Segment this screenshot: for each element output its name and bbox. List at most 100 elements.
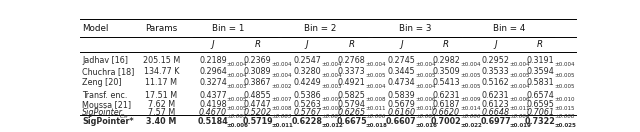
Text: 0.3594: 0.3594 xyxy=(527,67,554,76)
Text: 0.5263: 0.5263 xyxy=(293,100,321,109)
Text: 0.4670: 0.4670 xyxy=(199,108,227,117)
Text: 0.7061: 0.7061 xyxy=(526,108,554,117)
Text: ±0.012: ±0.012 xyxy=(321,123,343,128)
Text: 0.6231: 0.6231 xyxy=(432,91,460,100)
Text: 0.3445: 0.3445 xyxy=(388,67,415,76)
Text: ±0.011: ±0.011 xyxy=(271,123,293,128)
Text: ±0.006: ±0.006 xyxy=(460,114,480,119)
Text: Bin = 2: Bin = 2 xyxy=(304,23,336,32)
Text: SigPointer*: SigPointer* xyxy=(82,117,134,126)
Text: ±0.011: ±0.011 xyxy=(509,106,530,111)
Text: 0.2369: 0.2369 xyxy=(244,56,271,65)
Text: ±0.004: ±0.004 xyxy=(321,62,342,67)
Text: ±0.005: ±0.005 xyxy=(227,106,247,111)
Text: R: R xyxy=(349,40,355,49)
Text: Bin = 1: Bin = 1 xyxy=(212,23,244,32)
Text: 0.6977: 0.6977 xyxy=(481,117,511,126)
Text: ±0.019: ±0.019 xyxy=(509,123,531,128)
Text: 0.3509: 0.3509 xyxy=(432,67,460,76)
Text: 11.17 M: 11.17 M xyxy=(145,78,177,87)
Text: ±0.006: ±0.006 xyxy=(227,123,249,128)
Text: ±0.004: ±0.004 xyxy=(460,62,481,67)
Text: 0.5719: 0.5719 xyxy=(243,117,273,126)
Text: 0.7322: 0.7322 xyxy=(525,117,556,126)
Text: ±0.004: ±0.004 xyxy=(554,62,575,67)
Text: 134.77 K: 134.77 K xyxy=(143,67,179,76)
Text: ±0.008: ±0.008 xyxy=(365,97,386,102)
Text: ±0.008: ±0.008 xyxy=(554,114,575,119)
Text: R: R xyxy=(443,40,449,49)
Text: 0.6228: 0.6228 xyxy=(292,117,323,126)
Text: 7.57 M: 7.57 M xyxy=(148,108,175,117)
Text: ±0.018: ±0.018 xyxy=(365,123,388,128)
Text: ±0.006: ±0.006 xyxy=(509,97,530,102)
Text: ±0.003: ±0.003 xyxy=(321,114,341,119)
Text: ±0.005: ±0.005 xyxy=(365,73,386,78)
Text: ±0.005: ±0.005 xyxy=(460,84,481,89)
Text: ±0.003: ±0.003 xyxy=(271,114,292,119)
Text: ±0.004: ±0.004 xyxy=(227,73,247,78)
Text: 0.4377: 0.4377 xyxy=(199,91,227,100)
Text: ±0.004: ±0.004 xyxy=(365,84,386,89)
Text: 0.3274: 0.3274 xyxy=(199,78,227,87)
Text: 0.5794: 0.5794 xyxy=(338,100,365,109)
Text: ±0.004: ±0.004 xyxy=(365,62,386,67)
Text: ±0.011: ±0.011 xyxy=(365,106,386,111)
Text: 0.2745: 0.2745 xyxy=(387,56,415,65)
Text: 0.6675: 0.6675 xyxy=(337,117,367,126)
Text: ±0.006: ±0.006 xyxy=(415,97,436,102)
Text: 0.4747: 0.4747 xyxy=(244,100,271,109)
Text: 0.5202: 0.5202 xyxy=(243,108,271,117)
Text: 0.6620: 0.6620 xyxy=(432,108,460,117)
Text: 0.2768: 0.2768 xyxy=(338,56,365,65)
Text: 0.2964: 0.2964 xyxy=(199,67,227,76)
Text: ±0.015: ±0.015 xyxy=(554,106,575,111)
Text: ±0.004: ±0.004 xyxy=(415,62,436,67)
Text: 0.3373: 0.3373 xyxy=(338,67,365,76)
Text: ±0.003: ±0.003 xyxy=(227,84,247,89)
Text: 3.40 M: 3.40 M xyxy=(146,117,177,126)
Text: $C_M$: $C_M$ xyxy=(119,112,129,121)
Text: ±0.003: ±0.003 xyxy=(321,84,342,89)
Text: 0.3089: 0.3089 xyxy=(244,67,271,76)
Text: Moussa [21]: Moussa [21] xyxy=(82,100,131,109)
Text: 0.4921: 0.4921 xyxy=(338,78,365,87)
Text: ±0.010: ±0.010 xyxy=(415,106,436,111)
Text: 0.5831: 0.5831 xyxy=(527,78,554,87)
Text: 0.6595: 0.6595 xyxy=(526,100,554,109)
Text: ±0.005: ±0.005 xyxy=(321,97,342,102)
Text: 0.6574: 0.6574 xyxy=(527,91,554,100)
Text: ±0.004: ±0.004 xyxy=(509,114,530,119)
Text: 0.5162: 0.5162 xyxy=(482,78,509,87)
Text: ±0.025: ±0.025 xyxy=(554,123,576,128)
Text: 7.62 M: 7.62 M xyxy=(148,100,175,109)
Text: Bin = 3: Bin = 3 xyxy=(399,23,431,32)
Text: ±0.004: ±0.004 xyxy=(321,73,342,78)
Text: 0.6265: 0.6265 xyxy=(338,108,366,117)
Text: 0.3280: 0.3280 xyxy=(293,67,321,76)
Text: 0.5413: 0.5413 xyxy=(432,78,460,87)
Text: 0.7002: 0.7002 xyxy=(431,117,461,126)
Text: ±0.008: ±0.008 xyxy=(271,106,292,111)
Text: 0.4249: 0.4249 xyxy=(293,78,321,87)
Text: 0.3867: 0.3867 xyxy=(244,78,271,87)
Text: ±0.004: ±0.004 xyxy=(271,62,292,67)
Text: ±0.004: ±0.004 xyxy=(509,84,530,89)
Text: 0.2982: 0.2982 xyxy=(432,56,460,65)
Text: Transf. enc.: Transf. enc. xyxy=(82,91,127,100)
Text: ±0.003: ±0.003 xyxy=(227,114,247,119)
Text: 0.6160: 0.6160 xyxy=(387,108,415,117)
Text: ±0.007: ±0.007 xyxy=(271,97,292,102)
Text: 0.5679: 0.5679 xyxy=(387,100,415,109)
Text: ±0.003: ±0.003 xyxy=(415,114,436,119)
Text: ±0.005: ±0.005 xyxy=(509,73,530,78)
Text: Zeng [20]: Zeng [20] xyxy=(82,78,122,87)
Text: ±0.008: ±0.008 xyxy=(321,106,342,111)
Text: ±0.005: ±0.005 xyxy=(554,84,575,89)
Text: J: J xyxy=(494,40,497,49)
Text: 0.6187: 0.6187 xyxy=(432,100,460,109)
Text: Model: Model xyxy=(82,23,108,32)
Text: Jadhav [16]: Jadhav [16] xyxy=(82,56,128,65)
Text: 0.6648: 0.6648 xyxy=(481,108,509,117)
Text: 0.2189: 0.2189 xyxy=(199,56,227,65)
